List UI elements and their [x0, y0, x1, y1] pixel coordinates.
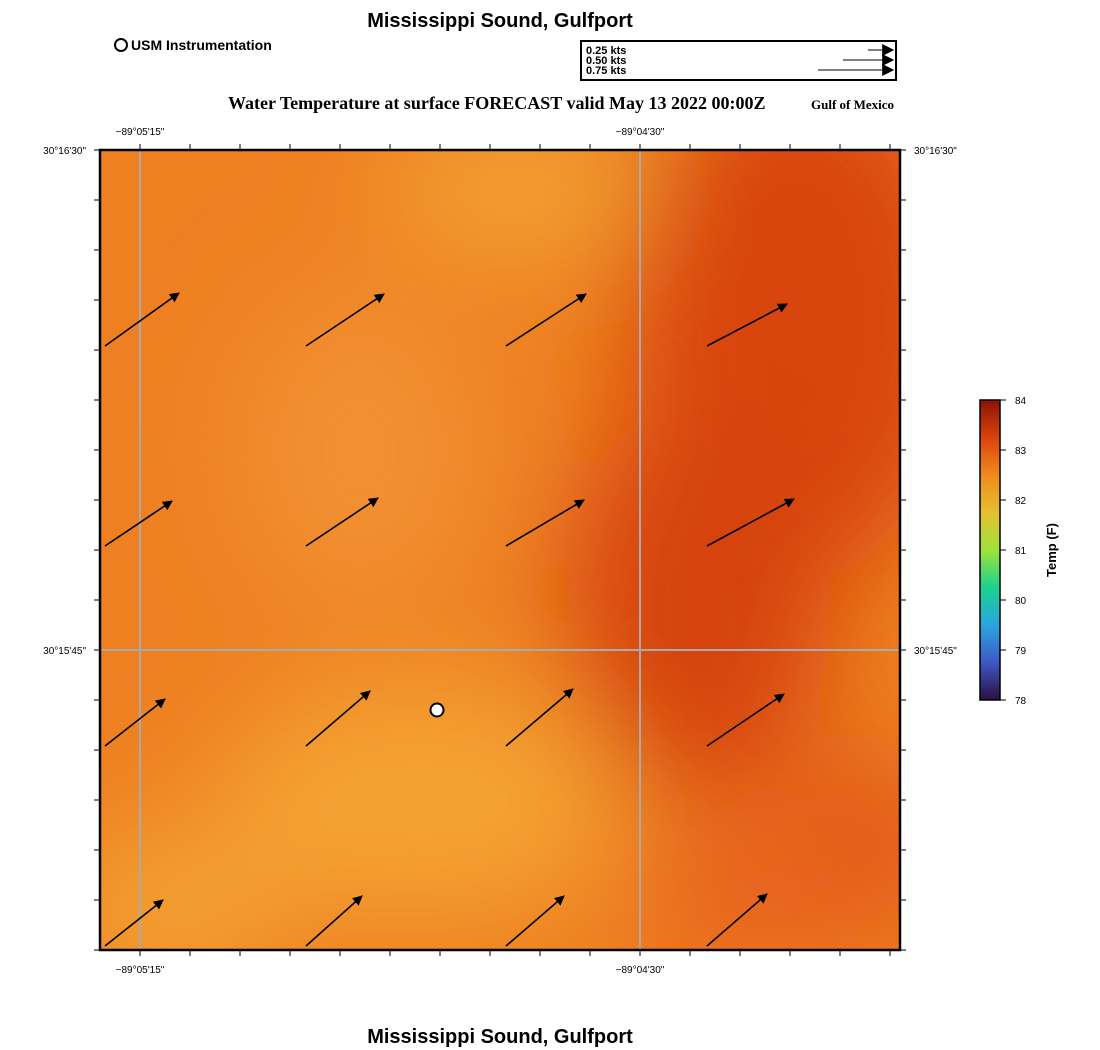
colorbar-gradient: [979, 399, 1001, 701]
colorbar-label: Temp (F): [1044, 523, 1059, 577]
current-vector-arrow: [305, 895, 363, 947]
current-vector-arrow: [706, 893, 768, 947]
colorbar-tick-79: 79: [1015, 646, 1027, 657]
colorbar-tick-84: 84: [1015, 396, 1027, 407]
lon-label-top-2: −89°04'30": [616, 127, 665, 138]
forecast-subtitle: Water Temperature at surface FORECAST va…: [228, 93, 766, 113]
current-vector-arrow: [305, 293, 385, 347]
current-vector-arrow: [104, 500, 173, 547]
colorbar-tick-81: 81: [1015, 546, 1027, 557]
current-vector-arrow: [305, 690, 371, 747]
current-vector-arrow: [706, 498, 795, 547]
colorbar-tick-82: 82: [1015, 496, 1027, 507]
scale-label-050: 0.50 kts: [586, 55, 626, 67]
lon-label-top-1: −89°05'15": [116, 127, 165, 138]
footer-title: Mississippi Sound, Gulfport: [367, 1026, 633, 1048]
instrument-legend-label: USM Instrumentation: [131, 37, 272, 53]
current-vector-arrow: [104, 292, 180, 347]
usm-instrument-marker[interactable]: [429, 702, 445, 718]
lat-label-left-1: 30°16'30": [43, 146, 86, 157]
lat-label-right-1: 30°16'30": [914, 146, 957, 157]
current-vector-arrow: [104, 899, 164, 947]
current-vector-arrow: [706, 693, 785, 747]
temperature-colorbar: 84 83 82 81 80 79 78 Temp (F): [979, 396, 1059, 707]
current-vector-arrow: [104, 698, 166, 747]
vector-scale-box: [580, 40, 897, 81]
colorbar-tick-80: 80: [1015, 596, 1027, 607]
current-vector-arrow: [505, 293, 587, 347]
current-vector-arrow: [305, 497, 379, 547]
current-vectors: [104, 292, 795, 947]
lon-label-bottom-1: −89°05'15": [116, 965, 165, 976]
colorbar-tick-78: 78: [1015, 696, 1027, 707]
map-gridlines: [100, 150, 900, 950]
temperature-field: [100, 150, 900, 950]
colorbar-tick-83: 83: [1015, 446, 1027, 457]
instrument-marker-icon: [114, 38, 128, 52]
scale-label-025: 0.25 kts: [586, 45, 626, 57]
lat-label-right-2: 30°15'45": [914, 646, 957, 657]
lat-label-left-2: 30°15'45": [43, 646, 86, 657]
scale-label-075: 0.75 kts: [586, 65, 626, 77]
instrument-legend: USM Instrumentation: [114, 37, 272, 53]
map-title: Mississippi Sound, Gulfport: [367, 10, 633, 32]
scale-vectors: [818, 44, 895, 76]
current-vector-arrow: [505, 688, 574, 747]
map-ticks: [94, 144, 906, 956]
current-vector-arrow: [505, 895, 565, 947]
region-label: Gulf of Mexico: [811, 97, 895, 112]
current-vector-arrow: [505, 499, 585, 547]
current-vector-arrow: [706, 303, 788, 347]
lon-label-bottom-2: −89°04'30": [616, 965, 665, 976]
